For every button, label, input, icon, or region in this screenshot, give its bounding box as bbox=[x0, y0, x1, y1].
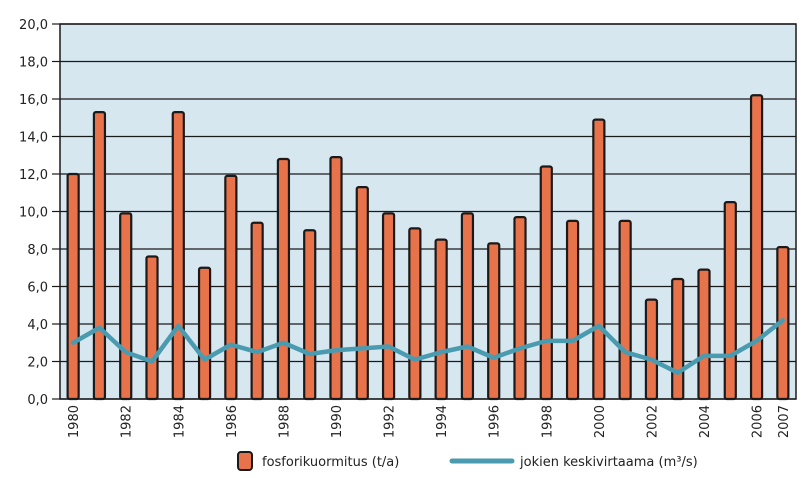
x-tick-label: 1980 bbox=[67, 405, 82, 438]
legend-label-fosforikuormitus: fosforikuormitus (t/a) bbox=[262, 455, 399, 470]
x-tick-label: 1990 bbox=[330, 405, 345, 438]
legend-swatch-fosforikuormitus bbox=[237, 451, 253, 471]
x-tick-label: 2002 bbox=[645, 405, 660, 438]
x-tick-label: 2000 bbox=[593, 405, 608, 438]
x-tick-label: 2004 bbox=[698, 405, 713, 438]
bar-1997 bbox=[513, 216, 527, 401]
bar-2006 bbox=[749, 94, 764, 401]
x-tick-label: 2007 bbox=[777, 405, 792, 438]
y-tick-label: 12,0 bbox=[19, 168, 48, 183]
bar-2004 bbox=[697, 268, 711, 401]
bar-1985 bbox=[197, 266, 212, 401]
bar-1984 bbox=[171, 111, 185, 401]
x-tick-label: 1982 bbox=[120, 405, 135, 438]
bar-2001 bbox=[618, 219, 632, 401]
bar-1990 bbox=[329, 156, 343, 401]
y-tick-label: 20,0 bbox=[19, 18, 48, 33]
line-series bbox=[70, 318, 786, 375]
bar-2000 bbox=[592, 118, 606, 401]
y-tick-label: 8,0 bbox=[27, 243, 48, 258]
bar-1992 bbox=[381, 212, 396, 401]
bar-1986 bbox=[224, 174, 238, 401]
bar-1981 bbox=[92, 111, 107, 401]
y-tick-label: 4,0 bbox=[27, 318, 48, 333]
x-tick-label: 1998 bbox=[540, 405, 555, 438]
y-tick-label: 0,0 bbox=[27, 393, 48, 408]
bar-2002 bbox=[644, 298, 659, 401]
x-tick-label: 2006 bbox=[751, 405, 766, 438]
x-tick-label: 1992 bbox=[383, 405, 398, 438]
x-tick-label: 1984 bbox=[172, 405, 187, 438]
bar-1989 bbox=[303, 229, 317, 401]
bar-1998 bbox=[539, 165, 553, 401]
bar-2003 bbox=[671, 277, 685, 401]
y-tick-label: 14,0 bbox=[19, 131, 48, 146]
bar-1996 bbox=[487, 242, 501, 401]
y-tick-label: 18,0 bbox=[19, 56, 48, 71]
x-tick-label: 1996 bbox=[488, 405, 503, 438]
legend-label-virtaama: jokien keskivirtaama (m³/s) bbox=[519, 455, 698, 470]
x-tick-label: 1986 bbox=[225, 405, 240, 438]
legend: fosforikuormitus (t/a) jokien keskivirta… bbox=[237, 451, 698, 471]
x-axis-ticks: 1980 1982 1984 1986 1988 1990 1992 1994 1996 1998… bbox=[67, 405, 792, 438]
bar-1980 bbox=[66, 172, 80, 401]
bar-1994 bbox=[434, 238, 448, 401]
line-virtaama bbox=[70, 318, 786, 375]
y-tick-label: 10,0 bbox=[19, 206, 48, 221]
bar-1983 bbox=[145, 255, 159, 401]
y-tick-label: 2,0 bbox=[27, 356, 48, 371]
bar-1982 bbox=[119, 212, 133, 401]
y-tick-label: 16,0 bbox=[19, 93, 48, 108]
bar-1988 bbox=[276, 157, 291, 401]
bar-1999 bbox=[565, 219, 580, 401]
bar-1987 bbox=[250, 221, 264, 401]
x-tick-label: 1988 bbox=[277, 405, 292, 438]
y-tick-label: 6,0 bbox=[27, 281, 48, 296]
y-axis-ticks: 0,0 2,0 4,0 6,0 8,0 10,0 12,0 14,0 16,0 18,0 20,0 bbox=[19, 18, 48, 408]
bar-1993 bbox=[408, 227, 422, 401]
x-tick-label: 1994 bbox=[435, 405, 450, 438]
bar-2005 bbox=[723, 201, 737, 401]
bar-1995 bbox=[460, 212, 475, 401]
bar-1991 bbox=[355, 186, 369, 401]
